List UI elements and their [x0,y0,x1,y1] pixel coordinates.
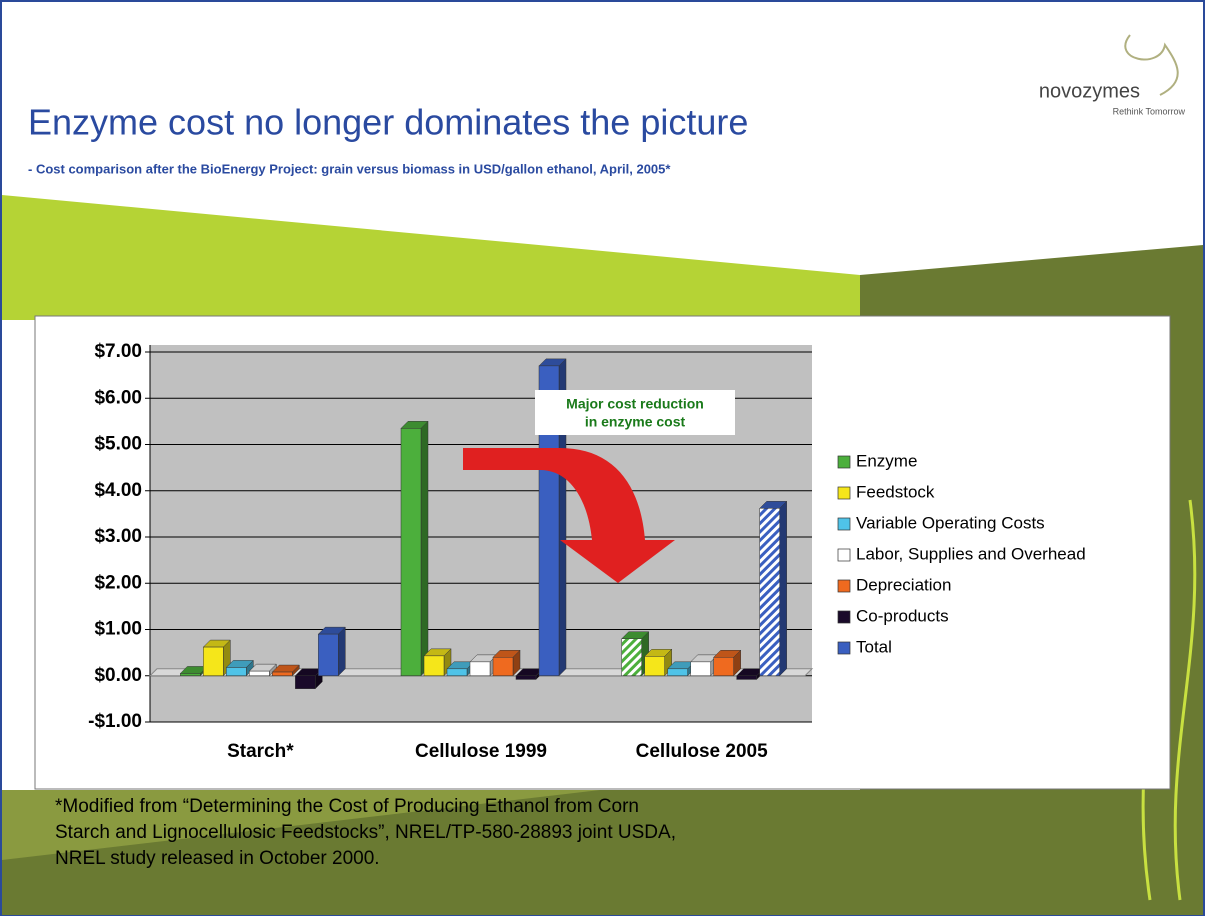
bar [621,638,642,676]
bar [690,661,711,676]
bar [318,633,339,676]
bar [226,667,247,676]
y-tick-label: $4.00 [94,480,142,501]
y-tick-label: -$1.00 [88,711,142,732]
bar [469,661,491,676]
annotation: Major cost reduction [566,396,704,412]
bar-side [420,420,429,677]
bar [713,657,734,676]
bar [203,646,224,677]
legend-swatch [837,548,851,562]
legend-label: Total [856,637,892,656]
x-tick-label: Cellulose 2005 [636,741,768,762]
y-tick-label: $5.00 [94,434,142,455]
legend-swatch [837,455,851,469]
bar [759,508,780,677]
legend-label: Variable Operating Costs [856,513,1045,532]
footnote: NREL study released in October 2000. [55,848,380,869]
legend-label: Labor, Supplies and Overhead [856,544,1086,563]
bar [515,675,537,680]
bar-side [338,626,346,677]
bar-side [779,500,787,677]
y-tick-label: $6.00 [94,387,142,408]
legend-swatch [837,641,851,655]
bar [272,671,293,676]
x-tick-label: Cellulose 1999 [415,741,547,762]
footnote: *Modified from “Determining the Cost of … [55,796,639,817]
legend-swatch [837,486,851,500]
bar [180,673,201,676]
bar [538,365,560,676]
legend-label: Depreciation [856,575,951,594]
footnote: Starch and Lignocellulosic Feedstocks”, … [55,822,676,843]
bar [400,428,422,676]
bar [644,656,665,677]
bar [423,655,445,676]
y-tick-label: $1.00 [94,619,142,640]
title: Enzyme cost no longer dominates the pict… [28,102,748,143]
bar [249,670,270,676]
logo-tagline: Rethink Tomorrow [1113,106,1186,116]
legend-label: Feedstock [856,482,935,501]
annotation-box [535,390,735,435]
bar [736,675,757,680]
legend-swatch [837,517,851,531]
y-tick-label: $7.00 [94,341,142,362]
y-tick-label: $3.00 [94,526,142,547]
legend-label: Enzyme [856,451,917,470]
arrow [463,448,675,583]
bar [667,668,688,676]
green-band [2,195,860,320]
legend-swatch [837,610,851,624]
bar [446,668,468,676]
y-tick-label: $2.00 [94,572,142,593]
olive-shade [2,790,600,860]
subtitle: - Cost comparison after the BioEnergy Pr… [28,161,671,176]
legend-swatch [837,579,851,593]
logo-name: novozymes [1039,80,1140,102]
legend-label: Co-products [856,606,949,625]
y-tick-label: $0.00 [94,665,142,686]
x-tick-label: Starch* [227,741,294,762]
bar [295,675,316,689]
logo-mark [1124,34,1179,96]
annotation: in enzyme cost [585,414,686,430]
bar [492,657,514,676]
